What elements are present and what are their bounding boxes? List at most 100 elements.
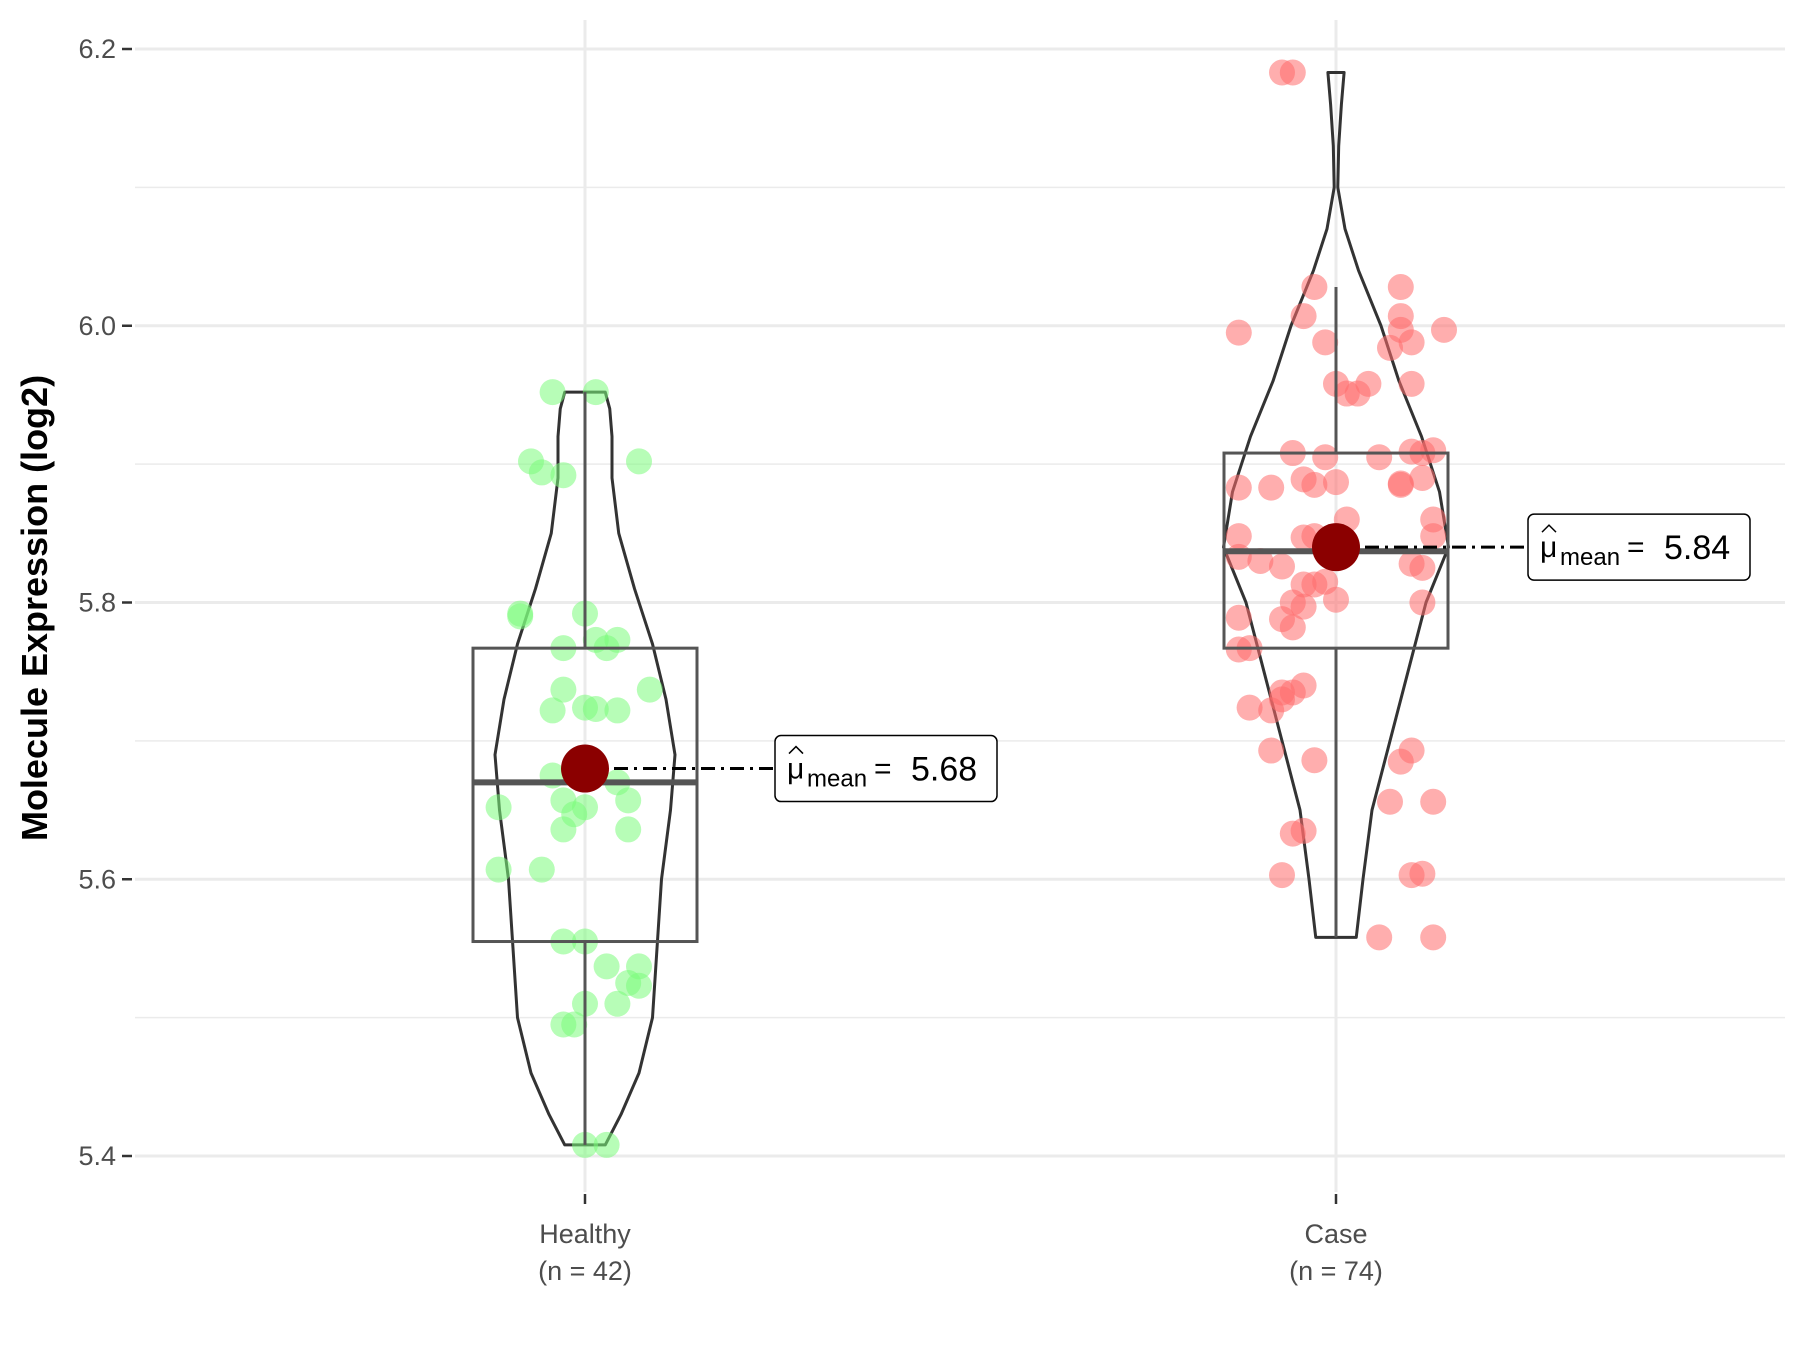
x-tick-label: Case <box>1304 1219 1367 1249</box>
data-point <box>1225 474 1252 501</box>
y-axis: 5.4 5.6 5.8 6.0 6.2 <box>78 34 132 1171</box>
data-point <box>528 459 555 486</box>
mu-symbol: μ <box>787 753 804 786</box>
data-point <box>1344 380 1371 407</box>
data-point <box>1247 547 1274 574</box>
data-point <box>550 816 577 843</box>
data-point <box>550 676 577 703</box>
data-point <box>1420 523 1447 550</box>
y-tick-label: 5.6 <box>78 864 116 894</box>
data-point <box>1409 860 1436 887</box>
data-point <box>593 953 620 980</box>
data-point <box>1312 329 1339 356</box>
data-point <box>1301 274 1328 301</box>
data-point <box>1312 444 1339 471</box>
mean-value: 5.84 <box>1664 529 1730 567</box>
data-point <box>550 462 577 489</box>
data-point <box>604 626 631 653</box>
data-point <box>1269 553 1295 580</box>
data-point <box>1431 316 1457 343</box>
mu-symbol: μ <box>1540 531 1557 564</box>
data-point <box>1269 59 1295 86</box>
data-point <box>1409 464 1436 491</box>
data-point <box>1301 747 1328 774</box>
data-point <box>626 448 652 475</box>
mean-value: 5.68 <box>911 751 977 789</box>
box <box>471 646 699 944</box>
data-point <box>572 694 598 721</box>
data-point <box>582 379 609 406</box>
data-point <box>1420 788 1447 815</box>
data-point <box>1398 329 1425 356</box>
x-tick-count: (n = 42) <box>538 1256 632 1286</box>
data-point <box>539 379 566 406</box>
data-point <box>1387 471 1414 498</box>
data-point <box>1409 589 1436 616</box>
data-point <box>615 816 642 843</box>
data-point <box>1225 523 1252 550</box>
data-point <box>561 1011 588 1038</box>
data-point <box>1366 444 1393 471</box>
data-point <box>1377 788 1403 815</box>
mean-subscript: mean <box>1560 544 1620 571</box>
data-point <box>1290 817 1317 844</box>
data-point <box>572 794 598 821</box>
data-point <box>1258 474 1285 501</box>
data-point <box>1269 679 1295 706</box>
data-point <box>1366 924 1393 951</box>
mean-label-box: μ mean = 5.84 <box>1527 513 1751 581</box>
data-point <box>485 856 512 883</box>
data-point <box>626 972 652 999</box>
x-tick-label: Healthy <box>539 1219 631 1249</box>
data-point <box>1323 469 1349 496</box>
y-tick-label: 5.4 <box>78 1141 116 1171</box>
mu-hat-mark <box>788 745 804 755</box>
data-point <box>1409 554 1436 581</box>
data-point <box>528 856 555 883</box>
x-axis: Healthy (n = 42) Case (n = 74) <box>538 1194 1383 1286</box>
group-healthy: μ mean = 5.68 <box>471 379 998 1158</box>
data-point <box>1323 586 1349 613</box>
data-point <box>485 794 512 821</box>
mean-label-frame <box>1527 513 1751 581</box>
data-point <box>1258 737 1285 764</box>
mu-hat-mark <box>1541 524 1557 533</box>
group-case: μ mean = 5.84 <box>1222 59 1751 951</box>
grid-lines <box>135 20 1785 1192</box>
data-point <box>636 676 663 703</box>
data-point <box>1269 862 1295 889</box>
data-point <box>604 697 631 724</box>
mean-label-frame <box>774 734 998 803</box>
y-tick-label: 6.2 <box>78 34 116 64</box>
data-point <box>1290 593 1317 620</box>
data-point <box>539 697 566 724</box>
mean-subscript: mean <box>807 766 867 793</box>
x-tick-count: (n = 74) <box>1289 1256 1383 1286</box>
data-point <box>604 990 631 1017</box>
mean-label-box: μ mean = 5.68 <box>774 734 998 803</box>
data-point <box>1387 748 1414 775</box>
y-tick-label: 6.0 <box>78 311 116 341</box>
data-point <box>1387 274 1414 301</box>
mean-marker <box>1312 523 1360 572</box>
data-point <box>1279 614 1306 641</box>
data-point <box>507 603 534 630</box>
data-point <box>593 1131 620 1158</box>
data-point <box>1225 543 1252 570</box>
data-point <box>1420 924 1447 951</box>
chart-groups: μ mean = 5.68μ mean = 5.84 <box>471 59 1751 1158</box>
data-point <box>1225 319 1252 346</box>
data-point <box>615 787 642 814</box>
violin-outline <box>1222 71 1450 939</box>
equals-sign: = <box>1627 531 1645 564</box>
data-point <box>1225 604 1252 631</box>
equals-sign: = <box>874 753 892 786</box>
data-point <box>1398 370 1425 397</box>
data-point <box>1301 471 1328 498</box>
data-point <box>1290 303 1317 330</box>
y-axis-title: Molecule Expression (log2) <box>14 375 55 841</box>
data-point <box>1236 694 1263 721</box>
mean-marker <box>561 744 609 793</box>
y-tick-label: 5.8 <box>78 588 116 618</box>
